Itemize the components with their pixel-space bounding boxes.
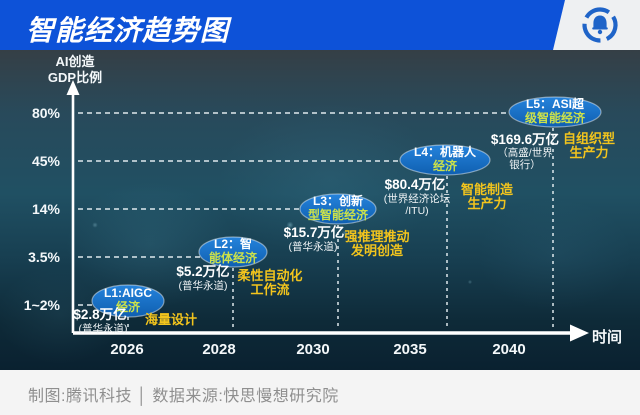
level-label-l2: L2：智 能体经济 xyxy=(178,237,288,265)
level-l5-ann-line2: 生产力 xyxy=(569,144,609,160)
y-axis-title: AI创造 GDP比例 xyxy=(20,54,130,86)
x-tick-2026: 2026 xyxy=(110,341,144,358)
level-l4-name-line1: L4：机器人 xyxy=(413,145,476,159)
level-l2-annotation: 柔性自动化 工作流 xyxy=(220,269,320,296)
level-l4-value: $80.4万亿 xyxy=(384,177,446,192)
level-l3-name-line1: L3：创新 xyxy=(312,194,363,208)
level-l2-name-line1: L2：智 xyxy=(213,237,252,251)
level-l4-name-line2: 经济 xyxy=(432,158,457,173)
y-tick-3-5: 3.5% xyxy=(28,249,60,265)
level-l3-source: (普华永道) xyxy=(258,241,368,254)
level-ellipse-l5 xyxy=(508,96,602,128)
x-axis-label: 时间 xyxy=(592,329,623,346)
level-label-l3: L3：创新 型智能经济 xyxy=(283,194,393,222)
level-l1-annotation: 海量设计 xyxy=(121,313,221,327)
level-l4-ann-line2: 生产力 xyxy=(467,195,507,211)
level-l1-name-line1: L1:AIGC xyxy=(104,286,152,300)
level-l4-annotation: 智能制造 生产力 xyxy=(437,183,537,210)
level-l5-source-line2: 银行） xyxy=(509,158,541,171)
level-l1-name-line2: 经济 xyxy=(115,299,140,314)
y-gridlines xyxy=(78,112,507,306)
level-l5-source: （高盛/世界 银行） xyxy=(470,147,580,171)
level-l1-source: (普华永道) xyxy=(48,323,158,336)
x-tick-2028: 2028 xyxy=(202,341,236,358)
chart-canvas xyxy=(66,80,602,342)
level-l3-ann-line1: 强推理推动 xyxy=(344,229,410,244)
y-tick-14: 14% xyxy=(31,201,60,217)
level-l1-source-line1: (普华永道) xyxy=(78,323,128,335)
y-axis-title-line2: GDP比例 xyxy=(47,70,103,85)
x-tick-2030: 2030 xyxy=(296,341,330,358)
level-markers xyxy=(91,96,602,318)
level-l4-source: (世界经济论坛 /ITU) xyxy=(362,193,472,217)
y-axis-arrowhead xyxy=(66,80,80,95)
level-l1-ann-line1: 海量设计 xyxy=(144,312,197,327)
level-ellipse-l1 xyxy=(91,284,165,318)
drop-lines xyxy=(127,128,554,330)
level-l5-name-line1: L5：ASI超 xyxy=(525,97,584,111)
level-l3-annotation: 强推理推动 发明创造 xyxy=(327,230,427,257)
credit-text: 制图:腾讯科技 │ 数据来源:快思慢想研究院 xyxy=(28,388,339,405)
level-l5-value: $169.6万亿 xyxy=(490,132,560,147)
level-l3-value: $15.7万亿 xyxy=(283,225,345,240)
tencent-tech-penguin-logo xyxy=(582,7,618,43)
level-l2-ann-line2: 工作流 xyxy=(250,281,290,297)
level-label-l1: L1:AIGC 经济 xyxy=(73,286,183,314)
y-tick-45: 45% xyxy=(31,153,60,169)
x-tick-2035: 2035 xyxy=(393,341,427,358)
level-l2-value: $5.2万亿 xyxy=(176,264,230,279)
level-l3-ann-line2: 发明创造 xyxy=(350,242,403,258)
level-l4-ann-line1: 智能制造 xyxy=(460,182,513,197)
level-l2-ann-line1: 柔性自动化 xyxy=(237,268,303,283)
level-ellipse-l4 xyxy=(399,144,491,176)
x-axis-arrowhead xyxy=(570,324,589,342)
header-blue-band xyxy=(0,0,565,50)
level-l5-ann-line1: 自组织型 xyxy=(562,131,615,146)
level-ellipse-l3 xyxy=(299,193,377,225)
level-l1-value: $2.8万亿 xyxy=(73,307,127,322)
y-axis-title-line1: AI创造 xyxy=(55,54,95,69)
x-tick-2040: 2040 xyxy=(492,341,526,358)
level-l2-source-line1: (普华永道) xyxy=(178,280,228,292)
header-bar: 智能经济趋势图 xyxy=(0,0,640,50)
level-label-l4: L4：机器人 经济 xyxy=(390,145,500,173)
level-ellipse-l2 xyxy=(198,236,268,268)
page-title: 智能经济趋势图 xyxy=(26,15,230,46)
y-tick-80: 80% xyxy=(31,105,60,121)
level-l5-annotation: 自组织型 生产力 xyxy=(539,132,639,159)
level-l4-source-line2: /ITU) xyxy=(405,204,429,217)
chart-area: AI创造 GDP比例 80% 45% 14% 3.5% 1~2% 2026 20… xyxy=(0,50,640,370)
level-l2-name-line2: 能体经济 xyxy=(208,250,257,265)
level-label-l5: L5：ASI超 级智能经济 xyxy=(500,97,610,125)
footer-bar: 制图:腾讯科技 │ 数据来源:快思慢想研究院 xyxy=(0,370,640,415)
level-l3-source-line1: (普华永道) xyxy=(288,241,338,253)
level-l5-name-line2: 级智能经济 xyxy=(524,110,585,125)
level-l4-source-line1: (世界经济论坛 xyxy=(383,193,451,205)
level-l2-source: (普华永道) xyxy=(148,280,258,293)
level-l3-name-line2: 型智能经济 xyxy=(307,207,368,222)
y-tick-1-2: 1~2% xyxy=(23,297,60,313)
level-l5-source-line1: （高盛/世界 xyxy=(497,147,553,159)
